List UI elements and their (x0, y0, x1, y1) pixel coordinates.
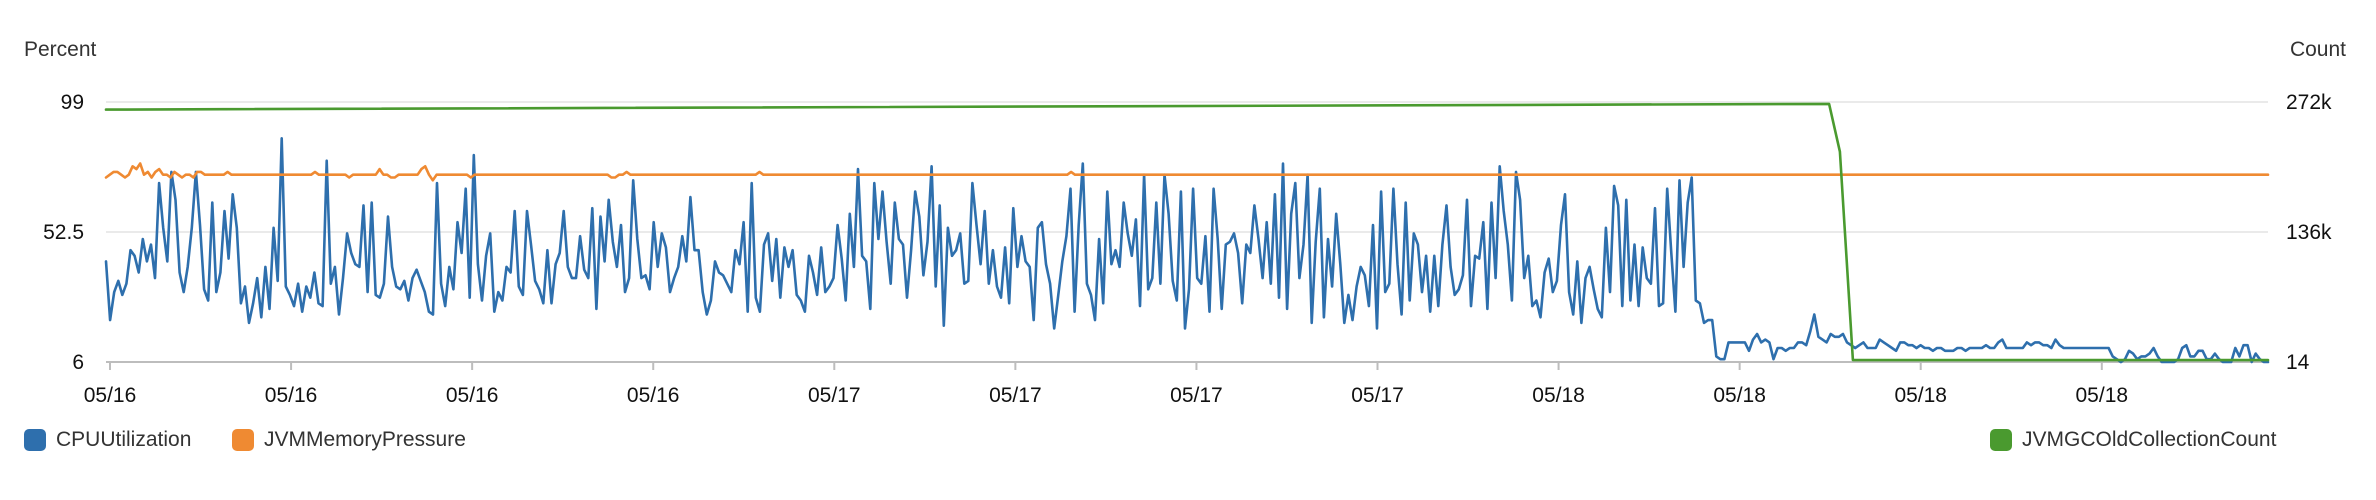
x-tick-label: 05/17 (1170, 384, 1223, 407)
series-line-1 (104, 162, 2270, 182)
gc-swatch-icon (1990, 429, 2012, 451)
x-tick-label: 05/17 (989, 384, 1042, 407)
x-tick-label: 05/16 (446, 384, 499, 407)
x-tick-label: 05/17 (808, 384, 861, 407)
x-tick-label: 05/18 (1713, 384, 1766, 407)
legend-label-cpu: CPUUtilization (56, 428, 192, 451)
right-tick-label: 136k (2286, 221, 2332, 244)
right-tick-label: 14 (2286, 351, 2310, 374)
memory-swatch-icon (232, 429, 254, 451)
legend: CPUUtilization JVMMemoryPressure JVMGCOl… (0, 428, 2376, 468)
chart-svg: Percent Count 99 52.5 6 272k 136k 14 05/16 05/1… (24, 38, 2346, 407)
gridlines (106, 101, 2268, 363)
legend-item-jvm-memory[interactable]: JVMMemoryPressure (232, 428, 466, 452)
series-line-0 (104, 137, 2270, 364)
x-tick-label: 05/16 (627, 384, 680, 407)
series-line-2 (104, 102, 2270, 362)
legend-item-jvm-gc[interactable]: JVMGCOldCollectionCount (1990, 428, 2276, 452)
right-axis-title: Count (2290, 38, 2346, 61)
legend-label-jvm-memory: JVMMemoryPressure (264, 428, 466, 451)
x-tick-label: 05/18 (1894, 384, 1947, 407)
x-tick-label: 05/16 (265, 384, 318, 407)
right-tick-label: 272k (2286, 91, 2332, 114)
x-tick-label: 05/16 (84, 384, 137, 407)
left-axis-title: Percent (24, 38, 97, 61)
x-tick-label: 05/18 (1532, 384, 1585, 407)
axes (106, 361, 2268, 370)
legend-label-jvm-gc: JVMGCOldCollectionCount (2022, 428, 2277, 451)
left-tick-label: 52.5 (43, 221, 84, 244)
left-tick-label: 6 (72, 351, 84, 374)
series-lines (104, 102, 2270, 364)
x-tick-label: 05/18 (2076, 384, 2129, 407)
x-tick-label: 05/17 (1351, 384, 1404, 407)
left-tick-label: 99 (61, 91, 84, 114)
tick-labels: 99 52.5 6 272k 136k 14 05/16 05/16 05/16 05/16 05/… (43, 91, 2332, 407)
cpu-swatch-icon (24, 429, 46, 451)
legend-item-cpu[interactable]: CPUUtilization (24, 428, 191, 452)
